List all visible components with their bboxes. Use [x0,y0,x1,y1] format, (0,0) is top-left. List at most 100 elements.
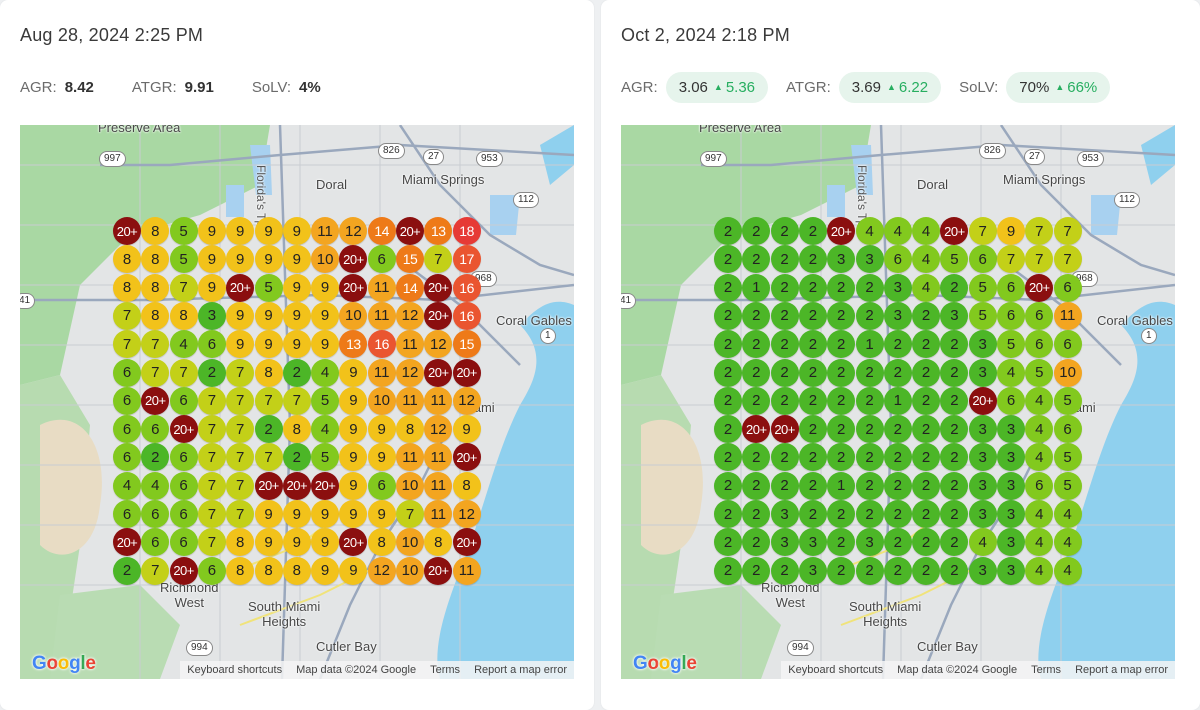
rank-pin[interactable]: 2 [742,301,771,330]
rank-pin[interactable]: 9 [311,556,340,585]
rank-pin[interactable]: 8 [254,358,283,387]
rank-pin[interactable]: 3 [968,500,997,528]
rank-pin[interactable]: 6 [997,301,1025,330]
rank-pin[interactable]: 4 [883,217,912,245]
rank-pin[interactable]: 6 [1053,273,1082,302]
rank-pin[interactable]: 6 [367,245,396,274]
rank-pin[interactable]: 3 [883,273,912,302]
rank-pin[interactable]: 7 [169,358,198,387]
rank-grid-map[interactable]: Preserve Area Florida's Tpke Doral Miami… [621,125,1175,679]
rank-pin[interactable]: 9 [197,245,226,274]
rank-pin[interactable]: 2 [798,471,827,500]
rank-pin[interactable]: 11 [452,556,481,585]
rank-pin[interactable]: 9 [197,217,226,245]
rank-pin[interactable]: 2 [883,443,912,472]
rank-pin[interactable]: 2 [770,471,799,500]
rank-pin[interactable]: 6 [113,443,141,472]
rank-pin[interactable]: 8 [169,301,198,330]
rank-pin[interactable]: 9 [311,301,340,330]
rank-pin[interactable]: 20+ [141,386,170,415]
rank-pin[interactable]: 20+ [424,358,453,387]
rank-pin[interactable]: 7 [1025,217,1054,245]
rank-pin[interactable]: 9 [367,415,396,444]
rank-pin[interactable]: 7 [396,500,424,528]
rank-pin[interactable]: 9 [311,273,340,302]
rank-pin[interactable]: 9 [339,443,368,472]
rank-pin[interactable]: 12 [424,415,453,444]
rank-pin[interactable]: 7 [197,415,226,444]
rank-pin[interactable]: 2 [883,330,912,359]
rank-pin[interactable]: 7 [226,443,255,472]
rank-pin[interactable]: 6 [113,358,141,387]
rank-pin[interactable]: 9 [254,500,283,528]
rank-pin[interactable]: 7 [197,528,226,557]
rank-pin[interactable]: 20+ [968,386,997,415]
rank-pin[interactable]: 8 [113,273,141,302]
rank-pin[interactable]: 20+ [452,443,481,472]
rank-pin[interactable]: 7 [226,500,255,528]
rank-pin[interactable]: 9 [254,301,283,330]
rank-pin[interactable]: 3 [855,245,884,274]
rank-pin[interactable]: 10 [396,556,424,585]
rank-pin[interactable]: 2 [770,217,799,245]
rank-pin[interactable]: 6 [1025,471,1054,500]
rank-pin[interactable]: 7 [1053,245,1082,274]
rank-pin[interactable]: 5 [1053,471,1082,500]
rank-pin[interactable]: 2 [940,330,969,359]
rank-pin[interactable]: 2 [883,358,912,387]
rank-pin[interactable]: 4 [169,330,198,359]
rank-pin[interactable]: 7 [424,245,453,274]
rank-pin[interactable]: 7 [282,386,311,415]
rank-pin[interactable]: 5 [311,443,340,472]
rank-pin[interactable]: 12 [339,217,368,245]
rank-pin[interactable]: 2 [855,358,884,387]
rank-pin[interactable]: 3 [968,443,997,472]
rank-pin[interactable]: 2 [254,415,283,444]
rank-pin[interactable]: 2 [855,471,884,500]
rank-pin[interactable]: 9 [339,471,368,500]
rank-pin[interactable]: 2 [770,556,799,585]
rank-pin[interactable]: 7 [997,245,1025,274]
rank-pin[interactable]: 2 [855,415,884,444]
rank-pin[interactable]: 5 [997,330,1025,359]
rank-pin[interactable]: 17 [452,245,481,274]
rank-pin[interactable]: 11 [396,386,424,415]
rank-pin[interactable]: 16 [367,330,396,359]
rank-pin[interactable]: 8 [226,556,255,585]
rank-pin[interactable]: 2 [883,500,912,528]
rank-pin[interactable]: 3 [997,415,1025,444]
rank-pin[interactable]: 11 [424,443,453,472]
rank-pin[interactable]: 14 [367,217,396,245]
rank-pin[interactable]: 12 [367,556,396,585]
rank-pin[interactable]: 7 [113,330,141,359]
rank-pin[interactable]: 9 [226,217,255,245]
rank-pin[interactable]: 6 [367,471,396,500]
rank-pin[interactable]: 20+ [770,415,799,444]
rank-pin[interactable]: 4 [311,415,340,444]
rank-pin[interactable]: 20+ [452,358,481,387]
rank-pin[interactable]: 10 [311,245,340,274]
rank-pin[interactable]: 9 [311,330,340,359]
rank-pin[interactable]: 2 [855,500,884,528]
rank-pin[interactable]: 9 [282,301,311,330]
rank-pin[interactable]: 4 [1025,528,1054,557]
rank-pin[interactable]: 9 [226,330,255,359]
rank-pin[interactable]: 20+ [424,301,453,330]
rank-pin[interactable]: 4 [1025,500,1054,528]
rank-pin[interactable]: 20+ [396,217,424,245]
rank-pin[interactable]: 4 [912,273,941,302]
rank-pin[interactable]: 12 [396,358,424,387]
rank-pin[interactable]: 3 [798,528,827,557]
rank-pin[interactable]: 7 [226,386,255,415]
rank-pin[interactable]: 9 [282,330,311,359]
rank-pin[interactable]: 9 [282,245,311,274]
rank-pin[interactable]: 6 [968,245,997,274]
rank-pin[interactable]: 7 [169,273,198,302]
rank-pin[interactable]: 20+ [1025,273,1054,302]
rank-pin[interactable]: 20+ [742,415,771,444]
rank-pin[interactable]: 7 [254,443,283,472]
rank-pin[interactable]: 9 [282,528,311,557]
rank-pin[interactable]: 5 [169,217,198,245]
rank-pin[interactable]: 9 [997,217,1025,245]
rank-pin[interactable]: 8 [141,273,170,302]
